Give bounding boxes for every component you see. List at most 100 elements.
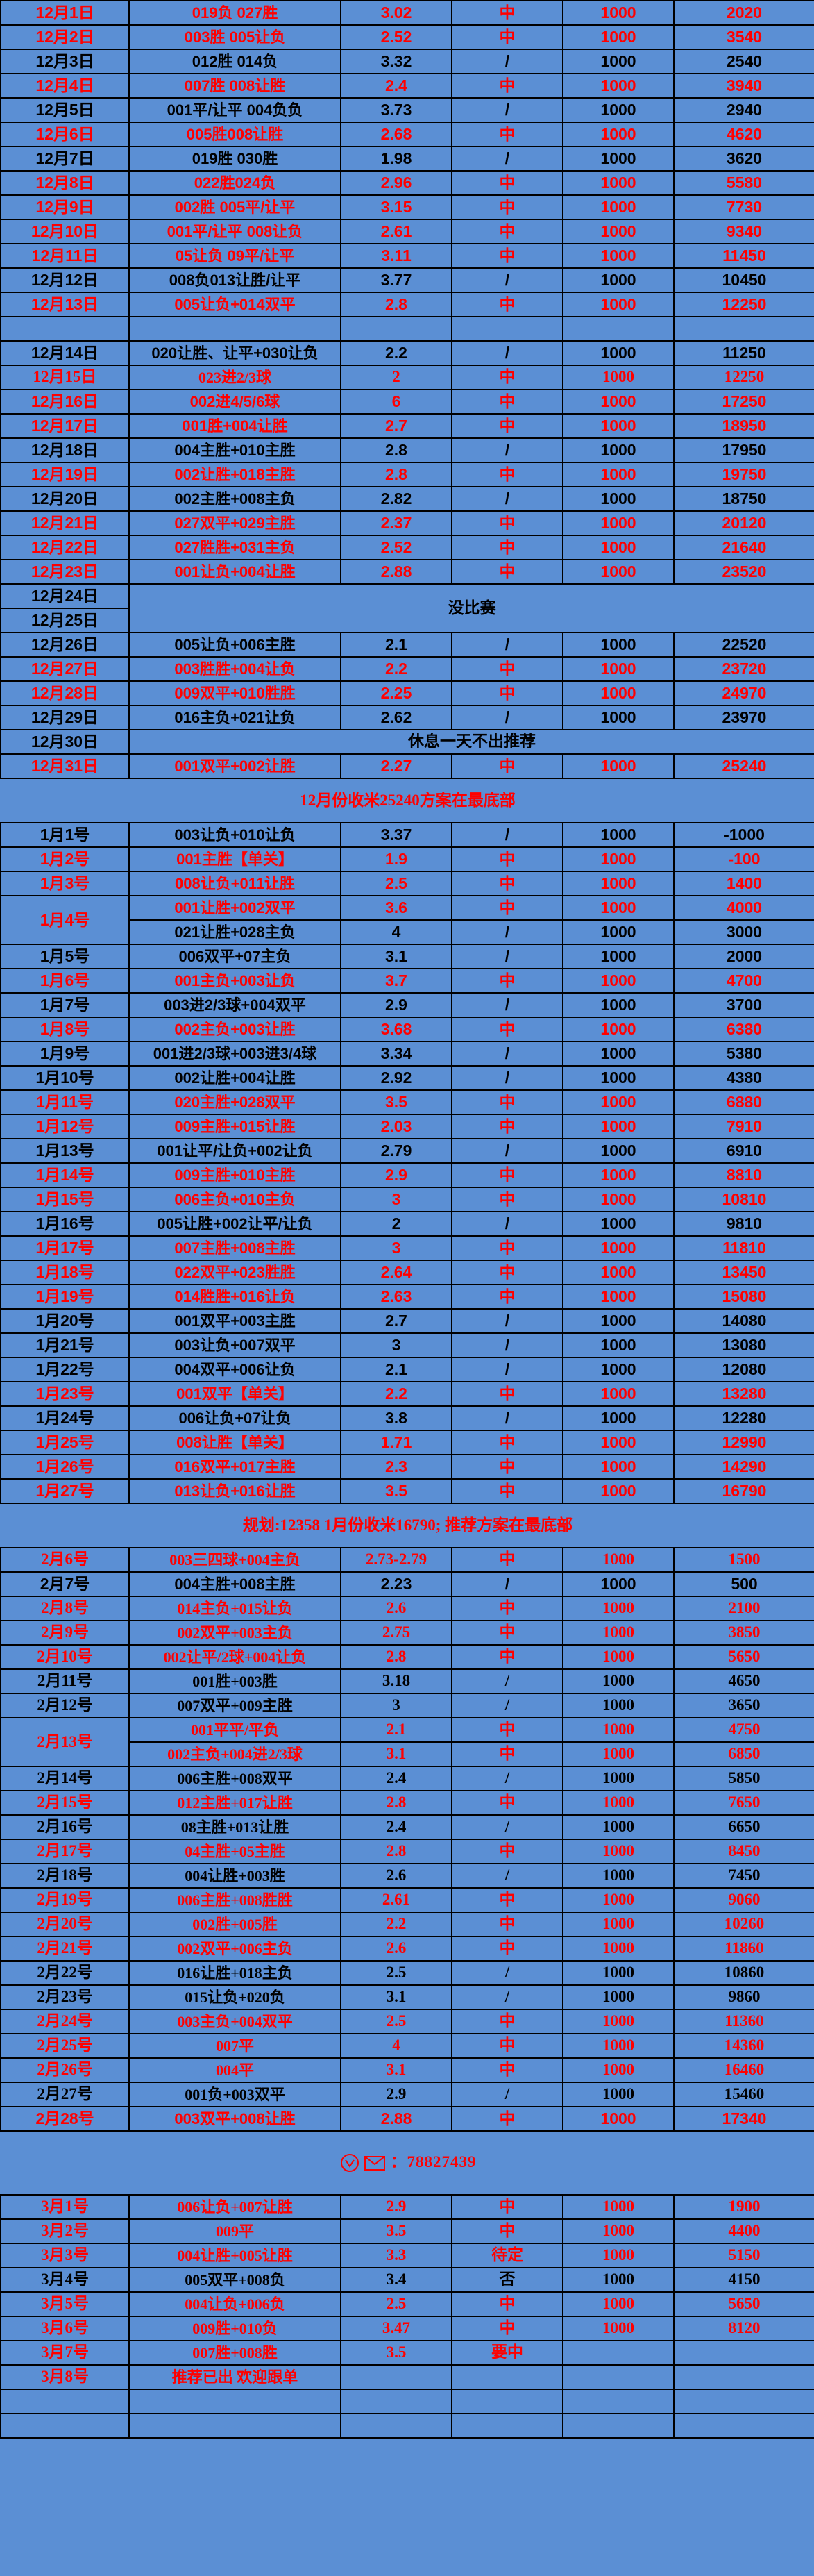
cell-odds: 2.6 xyxy=(340,1936,452,1962)
cell-stake: 1000 xyxy=(562,1984,675,2010)
cell-pick: 002主负+004进2/3球 xyxy=(128,1741,341,1767)
cell-date: 1月12号 xyxy=(0,1114,130,1139)
cell-pick: 014胜胜+016让负 xyxy=(128,1284,341,1310)
cell-pick: 001胜+003胜 xyxy=(128,1668,341,1694)
cell-profit xyxy=(673,2340,814,2366)
cell-pick: 005胜008让胜 xyxy=(128,122,341,147)
table-row: 3月7号 007胜+008胜 3.5 要中 xyxy=(0,2340,814,2366)
cell-profit: -1000 xyxy=(673,822,814,848)
cell-profit: 1500 xyxy=(673,1547,814,1573)
cell-profit: 4700 xyxy=(673,968,814,994)
cell-odds: 3.77 xyxy=(340,267,452,293)
cell-result: 中 xyxy=(451,1790,563,1816)
cell-stake: 1000 xyxy=(562,146,675,172)
cell-pick: 019负 027胜 xyxy=(128,0,341,26)
cell-profit: 5650 xyxy=(673,1644,814,1670)
cell-pick: 005双平+008负 xyxy=(128,2267,341,2293)
cell-profit: 2100 xyxy=(673,1596,814,1621)
cell-result: 中 xyxy=(451,2316,563,2341)
table-row: 2月15号 012主胜+017让胜 2.8 中 1000 7650 xyxy=(0,1790,814,1816)
cell-date: 12月21日 xyxy=(0,510,130,536)
cell-stake: 1000 xyxy=(562,1162,675,1188)
cell-stake: 1000 xyxy=(562,1430,675,1455)
table-row: 2月21号 002双平+006主负 2.6 中 1000 11860 xyxy=(0,1936,814,1962)
cell-pick: 012主胜+017让胜 xyxy=(128,1790,341,1816)
table-row: 1月6号 001主负+003让负 3.7 中 1000 4700 xyxy=(0,968,814,994)
cell-profit: 5150 xyxy=(673,2243,814,2268)
cell-date: 2月15号 xyxy=(0,1790,130,1816)
table-row: ：78827439 xyxy=(1,2131,814,2195)
cell-result: 中 xyxy=(451,73,563,99)
cell-pick: 008负013让胜/让平 xyxy=(128,267,341,293)
cell-stake: 1000 xyxy=(562,267,675,293)
cell-pick: 009胜+010负 xyxy=(128,2316,341,2341)
cell-date: 12月15日 xyxy=(0,365,130,390)
cell-date: 12月1日 xyxy=(0,0,130,26)
cell-profit: 7450 xyxy=(673,1863,814,1889)
table-row: 12月5日 001平/让平 004负负 3.73/1000 2940 xyxy=(0,97,814,123)
table-row: 3月4号 005双平+008负 3.4 否 1000 4150 xyxy=(0,2267,814,2293)
cell-odds: 2.7 xyxy=(340,413,452,439)
cell-odds: 3.5 xyxy=(340,1089,452,1115)
cell-pick: 004让胜+005让胜 xyxy=(128,2243,341,2268)
cell-stake: 1000 xyxy=(562,1741,675,1767)
table-row: 1月20号 001双平+003主胜 2.7/1000 14080 xyxy=(0,1308,814,1334)
cell-profit: 11250 xyxy=(673,340,814,366)
cell-stake: 1000 xyxy=(562,1041,675,1067)
cell-stake: 1000 xyxy=(562,2243,675,2268)
cell-date: 12月4日 xyxy=(0,73,130,99)
cell-date: 1月27号 xyxy=(0,1478,130,1504)
cell-date: 12月27日 xyxy=(0,656,130,682)
cell-pick: 009平 xyxy=(128,2218,341,2244)
cell-stake: 1000 xyxy=(562,2009,675,2034)
table-row: 3月8号 推荐已出 欢迎跟单 xyxy=(0,2364,814,2390)
cell-empty xyxy=(562,2413,675,2439)
cell-result: / xyxy=(451,1041,563,1067)
cell-result: 中 xyxy=(451,1381,563,1407)
cell-odds: 6 xyxy=(340,389,452,415)
table-row: 2月8号 014主负+015让负 2.6 中 1000 2100 xyxy=(0,1596,814,1621)
table-row: 规划:12358 1月份收米16790; 推荐方案在最底部 xyxy=(1,1503,814,1548)
cell-stake: 1000 xyxy=(562,49,675,74)
table-row: 12月13日 005让负+014双平 2.8 中 1000 12250 xyxy=(0,292,814,317)
cell-stake: 1000 xyxy=(562,1017,675,1042)
cell-pick: 001让平/让负+002让负 xyxy=(128,1138,341,1164)
cell-stake: 1000 xyxy=(562,2316,675,2341)
cell-stake: 1000 xyxy=(562,1912,675,1937)
cell-profit: 10260 xyxy=(673,1912,814,1937)
cell-pick: 013让负+016让胜 xyxy=(128,1478,341,1504)
cell-odds: 4 xyxy=(340,919,452,945)
cell-stake: 1000 xyxy=(562,919,675,945)
cell-result: / xyxy=(451,1863,563,1889)
cell-result: / xyxy=(451,1211,563,1237)
cell-stake: 1000 xyxy=(562,822,675,848)
cell-stake: 1000 xyxy=(562,1814,675,1840)
cell-result: 中 xyxy=(451,846,563,872)
cell-pick: 007双平+009主胜 xyxy=(128,1693,341,1718)
cell-date: 12月23日 xyxy=(0,559,130,585)
cell-pick: 001双平+002让胜 xyxy=(128,753,341,779)
cell-stake: 1000 xyxy=(562,365,675,390)
cell-stake: 1000 xyxy=(562,413,675,439)
cell-empty xyxy=(128,2389,341,2414)
cell-result: / xyxy=(451,919,563,945)
cell-odds: 2.5 xyxy=(340,871,452,896)
table-row: 1月11号 020主胜+028双平 3.5 中 1000 6880 xyxy=(0,1089,814,1115)
cell-date: 2月17号 xyxy=(0,1839,130,1864)
table-row: 1月10号 002让胜+004让胜 2.92/1000 4380 xyxy=(0,1065,814,1091)
cell-date: 1月7号 xyxy=(0,992,130,1018)
cell-empty xyxy=(562,2389,675,2414)
cell-result: 中 xyxy=(451,1089,563,1115)
cell-odds: 2.03 xyxy=(340,1114,452,1139)
cell-pick: 006主胜+008双平 xyxy=(128,1766,341,1791)
table-row: 1月16号 005让胜+002让平/让负 2/1000 9810 xyxy=(0,1211,814,1237)
cell-date: 3月4号 xyxy=(0,2267,130,2293)
cell-profit: 20120 xyxy=(673,510,814,536)
cell-result: / xyxy=(451,1766,563,1791)
cell-stake: 1000 xyxy=(562,1717,675,1743)
cell-date: 2月19号 xyxy=(0,1887,130,1913)
cell-result: 中 xyxy=(451,680,563,706)
cell-pick: 002双平+006主负 xyxy=(128,1936,341,1962)
cell-stake: 1000 xyxy=(562,992,675,1018)
cell-pick: 004让胜+003胜 xyxy=(128,1863,341,1889)
